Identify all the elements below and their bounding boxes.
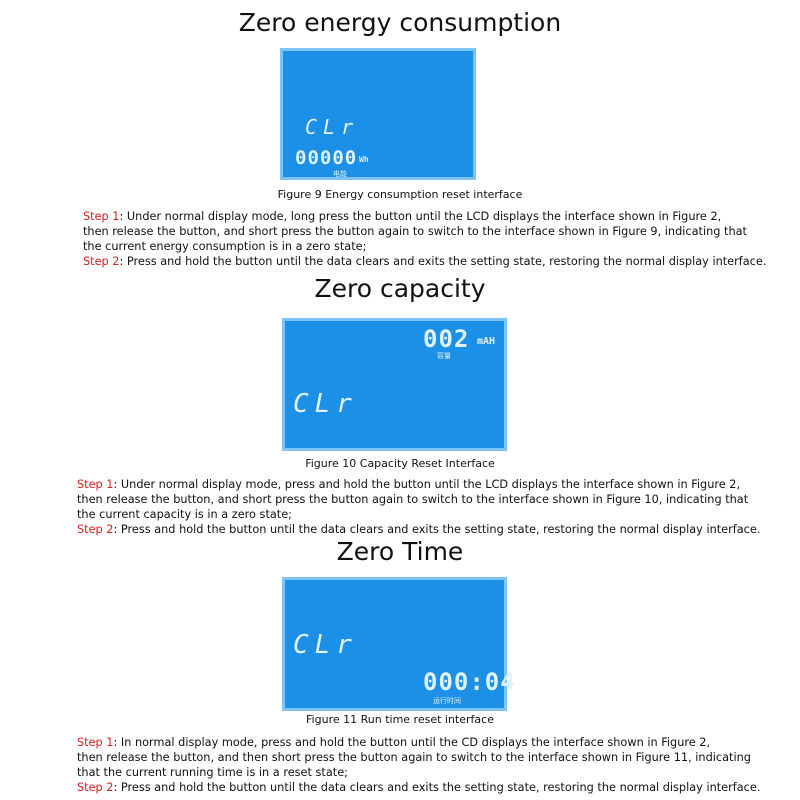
step-label: Step 2 (77, 781, 114, 794)
step-label: Step 1 (77, 736, 114, 749)
step-text: : Press and hold the button until the da… (113, 781, 761, 794)
step-line: Step 1: In normal display mode, press an… (77, 735, 760, 750)
lcd-caption: 容量 (437, 352, 451, 360)
lcd-reading: 000:04 (423, 668, 516, 696)
step-text: : Under normal display mode, long press … (119, 210, 722, 223)
lcd-reading: 002 (423, 325, 470, 353)
step-text: the current energy consumption is in a z… (83, 240, 367, 253)
step-label: Step 2 (77, 523, 114, 536)
step-line: Step 2: Press and hold the button until … (77, 780, 760, 795)
step-text: that the current running time is in a re… (77, 766, 348, 779)
lcd-screen: CLr 000:04 运行时间 (282, 577, 515, 711)
step-label: Step 1 (77, 478, 114, 491)
step-line: Step 2: Press and hold the button until … (83, 254, 766, 269)
section-title: Zero energy consumption (238, 8, 562, 37)
step-text: then release the button, and short press… (83, 225, 747, 238)
lcd-reading: 00000 (295, 147, 358, 169)
step-text: the current capacity is in a zero state; (77, 508, 292, 521)
step-line: Step 1: Under normal display mode, long … (83, 209, 766, 224)
steps: Step 1: In normal display mode, press an… (77, 735, 760, 795)
lcd-screen: CLr 00000 Wh 电能 (280, 48, 476, 180)
step-text: : In normal display mode, press and hold… (113, 736, 711, 749)
lcd-caption: 电能 (333, 170, 347, 178)
step-text: then release the button, and then short … (77, 751, 751, 764)
section-title: Zero capacity (314, 274, 486, 303)
step-line: that the current running time is in a re… (77, 765, 760, 780)
figure-caption: Figure 9 Energy consumption reset interf… (277, 188, 523, 201)
section-title: Zero Time (336, 537, 464, 566)
step-text: : Press and hold the button until the da… (113, 523, 761, 536)
step-line: Step 2: Press and hold the button until … (77, 522, 760, 537)
steps: Step 1: Under normal display mode, press… (77, 477, 760, 537)
step-label: Step 2 (83, 255, 120, 268)
step-text: : Press and hold the button until the da… (119, 255, 767, 268)
step-text: : Under normal display mode, press and h… (113, 478, 741, 491)
step-line: then release the button, and short press… (77, 492, 760, 507)
figure-caption: Figure 11 Run time reset interface (306, 713, 494, 726)
lcd-screen: CLr 002 mAH 容量 (282, 318, 507, 451)
lcd-mode: CLr (305, 115, 360, 139)
step-line: then release the button, and short press… (83, 224, 766, 239)
step-label: Step 1 (83, 210, 120, 223)
step-text: then release the button, and short press… (77, 493, 749, 506)
figure-caption: Figure 10 Capacity Reset Interface (305, 457, 495, 470)
step-line: the current energy consumption is in a z… (83, 239, 766, 254)
step-line: Step 1: Under normal display mode, press… (77, 477, 760, 492)
lcd-mode: CLr (293, 389, 358, 419)
lcd-unit: mAH (477, 336, 496, 347)
steps: Step 1: Under normal display mode, long … (83, 209, 766, 269)
lcd-unit: Wh (359, 155, 369, 164)
step-line: the current capacity is in a zero state; (77, 507, 760, 522)
lcd-caption: 运行时间 (433, 697, 461, 705)
step-line: then release the button, and then short … (77, 750, 760, 765)
lcd-mode: CLr (293, 630, 358, 660)
